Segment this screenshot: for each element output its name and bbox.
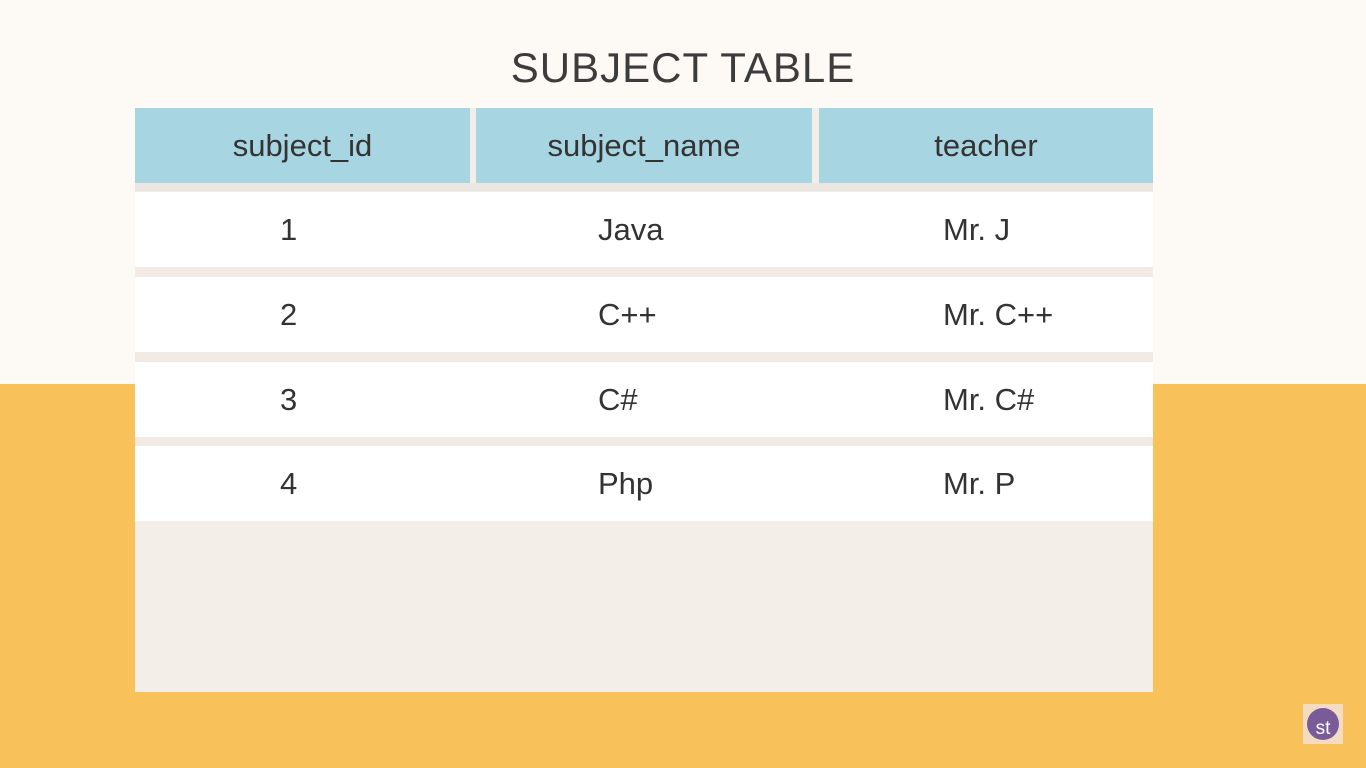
cell-teacher: Mr. C# <box>943 381 1035 417</box>
table-header-row: subject_id subject_name teacher <box>135 108 1153 183</box>
cell-teacher: Mr. P <box>943 465 1016 501</box>
cell-subject-name: Java <box>598 211 664 247</box>
table-row: 3 C# Mr. C# <box>135 362 1153 437</box>
table-row: 2 C++ Mr. C++ <box>135 277 1153 352</box>
logo-badge: st <box>1307 708 1339 740</box>
studytonight-logo-icon: st <box>1303 704 1343 744</box>
cell-subject-id: 2 <box>280 296 298 332</box>
table-row: 4 Php Mr. P <box>135 446 1153 521</box>
cell-teacher: Mr. C++ <box>943 296 1054 332</box>
cell-subject-id: 1 <box>280 211 298 247</box>
cell-subject-id: 3 <box>280 381 298 417</box>
cell-subject-name: Php <box>598 465 654 501</box>
column-header-subject-id: subject_id <box>135 108 470 183</box>
cell-subject-id: 4 <box>280 465 298 501</box>
table-row: 1 Java Mr. J <box>135 192 1153 267</box>
page-title: SUBJECT TABLE <box>510 44 856 91</box>
column-header-subject-name: subject_name <box>476 108 812 183</box>
row-divider <box>135 437 1153 447</box>
column-header-teacher: teacher <box>819 108 1153 183</box>
row-divider <box>135 352 1153 362</box>
header-divider <box>135 183 1153 191</box>
row-divider <box>135 267 1153 277</box>
subject-table: subject_id subject_name teacher 1 Java M… <box>135 108 1153 692</box>
cell-teacher: Mr. J <box>943 211 1011 247</box>
cell-subject-name: C++ <box>598 296 657 332</box>
cell-subject-name: C# <box>598 381 638 417</box>
